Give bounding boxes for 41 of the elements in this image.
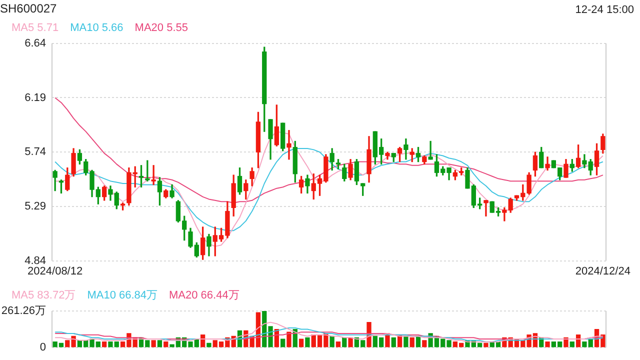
bar [305, 337, 310, 348]
candlestick [151, 165, 156, 186]
text: MA20 66.44万 [169, 290, 240, 302]
candlestick [484, 200, 488, 216]
y-tick-label: 5.74 [24, 146, 46, 158]
y-tick-label: 4.84 [24, 254, 46, 267]
bar [280, 338, 286, 348]
y-tick-label: 5.29 [24, 200, 46, 212]
bar [484, 342, 488, 348]
bar [422, 340, 427, 348]
text: MA10 66.84万 [87, 290, 158, 302]
bar [157, 340, 162, 348]
bar [391, 337, 396, 348]
bar [564, 337, 568, 348]
candlestick [286, 130, 292, 160]
text: MA5 5.71 [12, 22, 59, 34]
text: MA5 83.72万 [12, 290, 76, 302]
y-tick-label: 6.64 [24, 37, 46, 50]
y-tick-label: 261.26万 [1, 305, 46, 318]
x-tick-label: 2024/08/12 [28, 265, 83, 278]
y-tick-label: 0 [40, 341, 46, 354]
bar [545, 341, 550, 348]
bar [206, 342, 212, 348]
bar [410, 337, 414, 348]
bar [336, 341, 341, 348]
bar [298, 338, 304, 348]
bar [286, 332, 292, 348]
text: MA10 5.66 [70, 22, 124, 34]
bar [151, 340, 156, 348]
candlestick [428, 140, 433, 160]
bar [330, 336, 334, 348]
bar [102, 341, 107, 348]
chart-title: SH600027 [0, 2, 58, 16]
bar [404, 336, 408, 348]
bar [570, 341, 574, 348]
x-tick-label: 2024/12/24 [575, 265, 630, 278]
bar [164, 341, 168, 348]
text: MA20 5.55 [134, 22, 188, 34]
bar [348, 337, 353, 348]
y-tick-label: 6.19 [24, 92, 46, 104]
text: 12-24 15:00 [575, 4, 634, 16]
